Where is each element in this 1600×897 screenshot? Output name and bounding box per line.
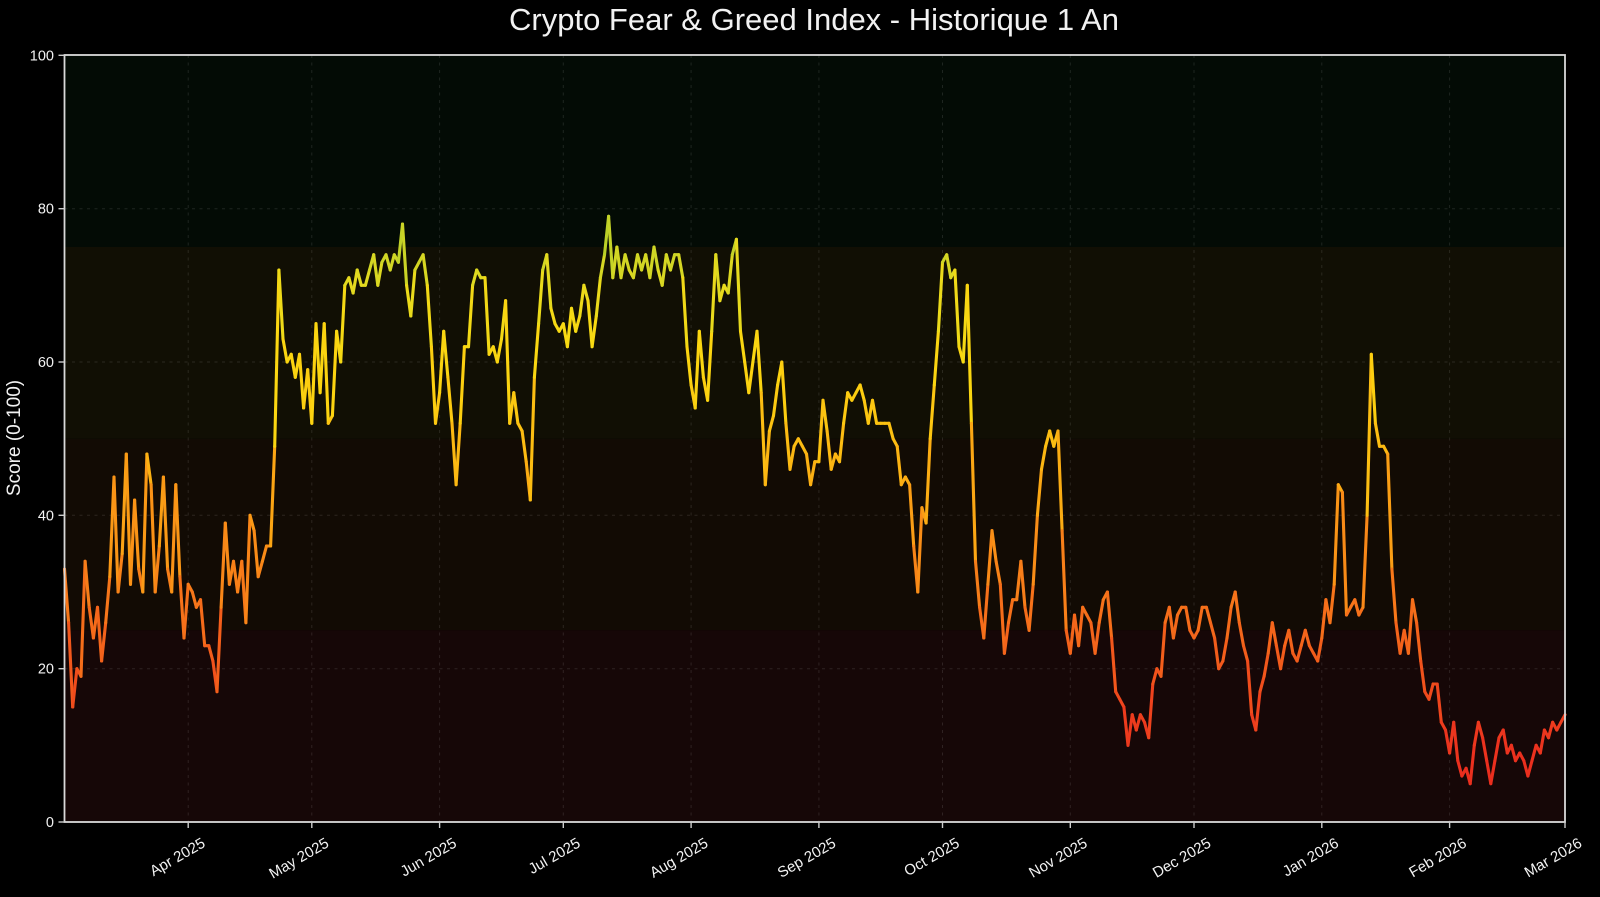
svg-text:Score (0-100): Score (0-100) bbox=[4, 380, 25, 496]
svg-text:100: 100 bbox=[30, 48, 54, 64]
svg-text:20: 20 bbox=[38, 662, 54, 678]
svg-text:0: 0 bbox=[46, 815, 54, 831]
svg-text:Crypto Fear & Greed Index - Hi: Crypto Fear & Greed Index - Historique 1… bbox=[509, 2, 1119, 37]
svg-text:60: 60 bbox=[38, 355, 54, 371]
svg-text:80: 80 bbox=[38, 202, 54, 218]
svg-text:40: 40 bbox=[38, 508, 54, 524]
